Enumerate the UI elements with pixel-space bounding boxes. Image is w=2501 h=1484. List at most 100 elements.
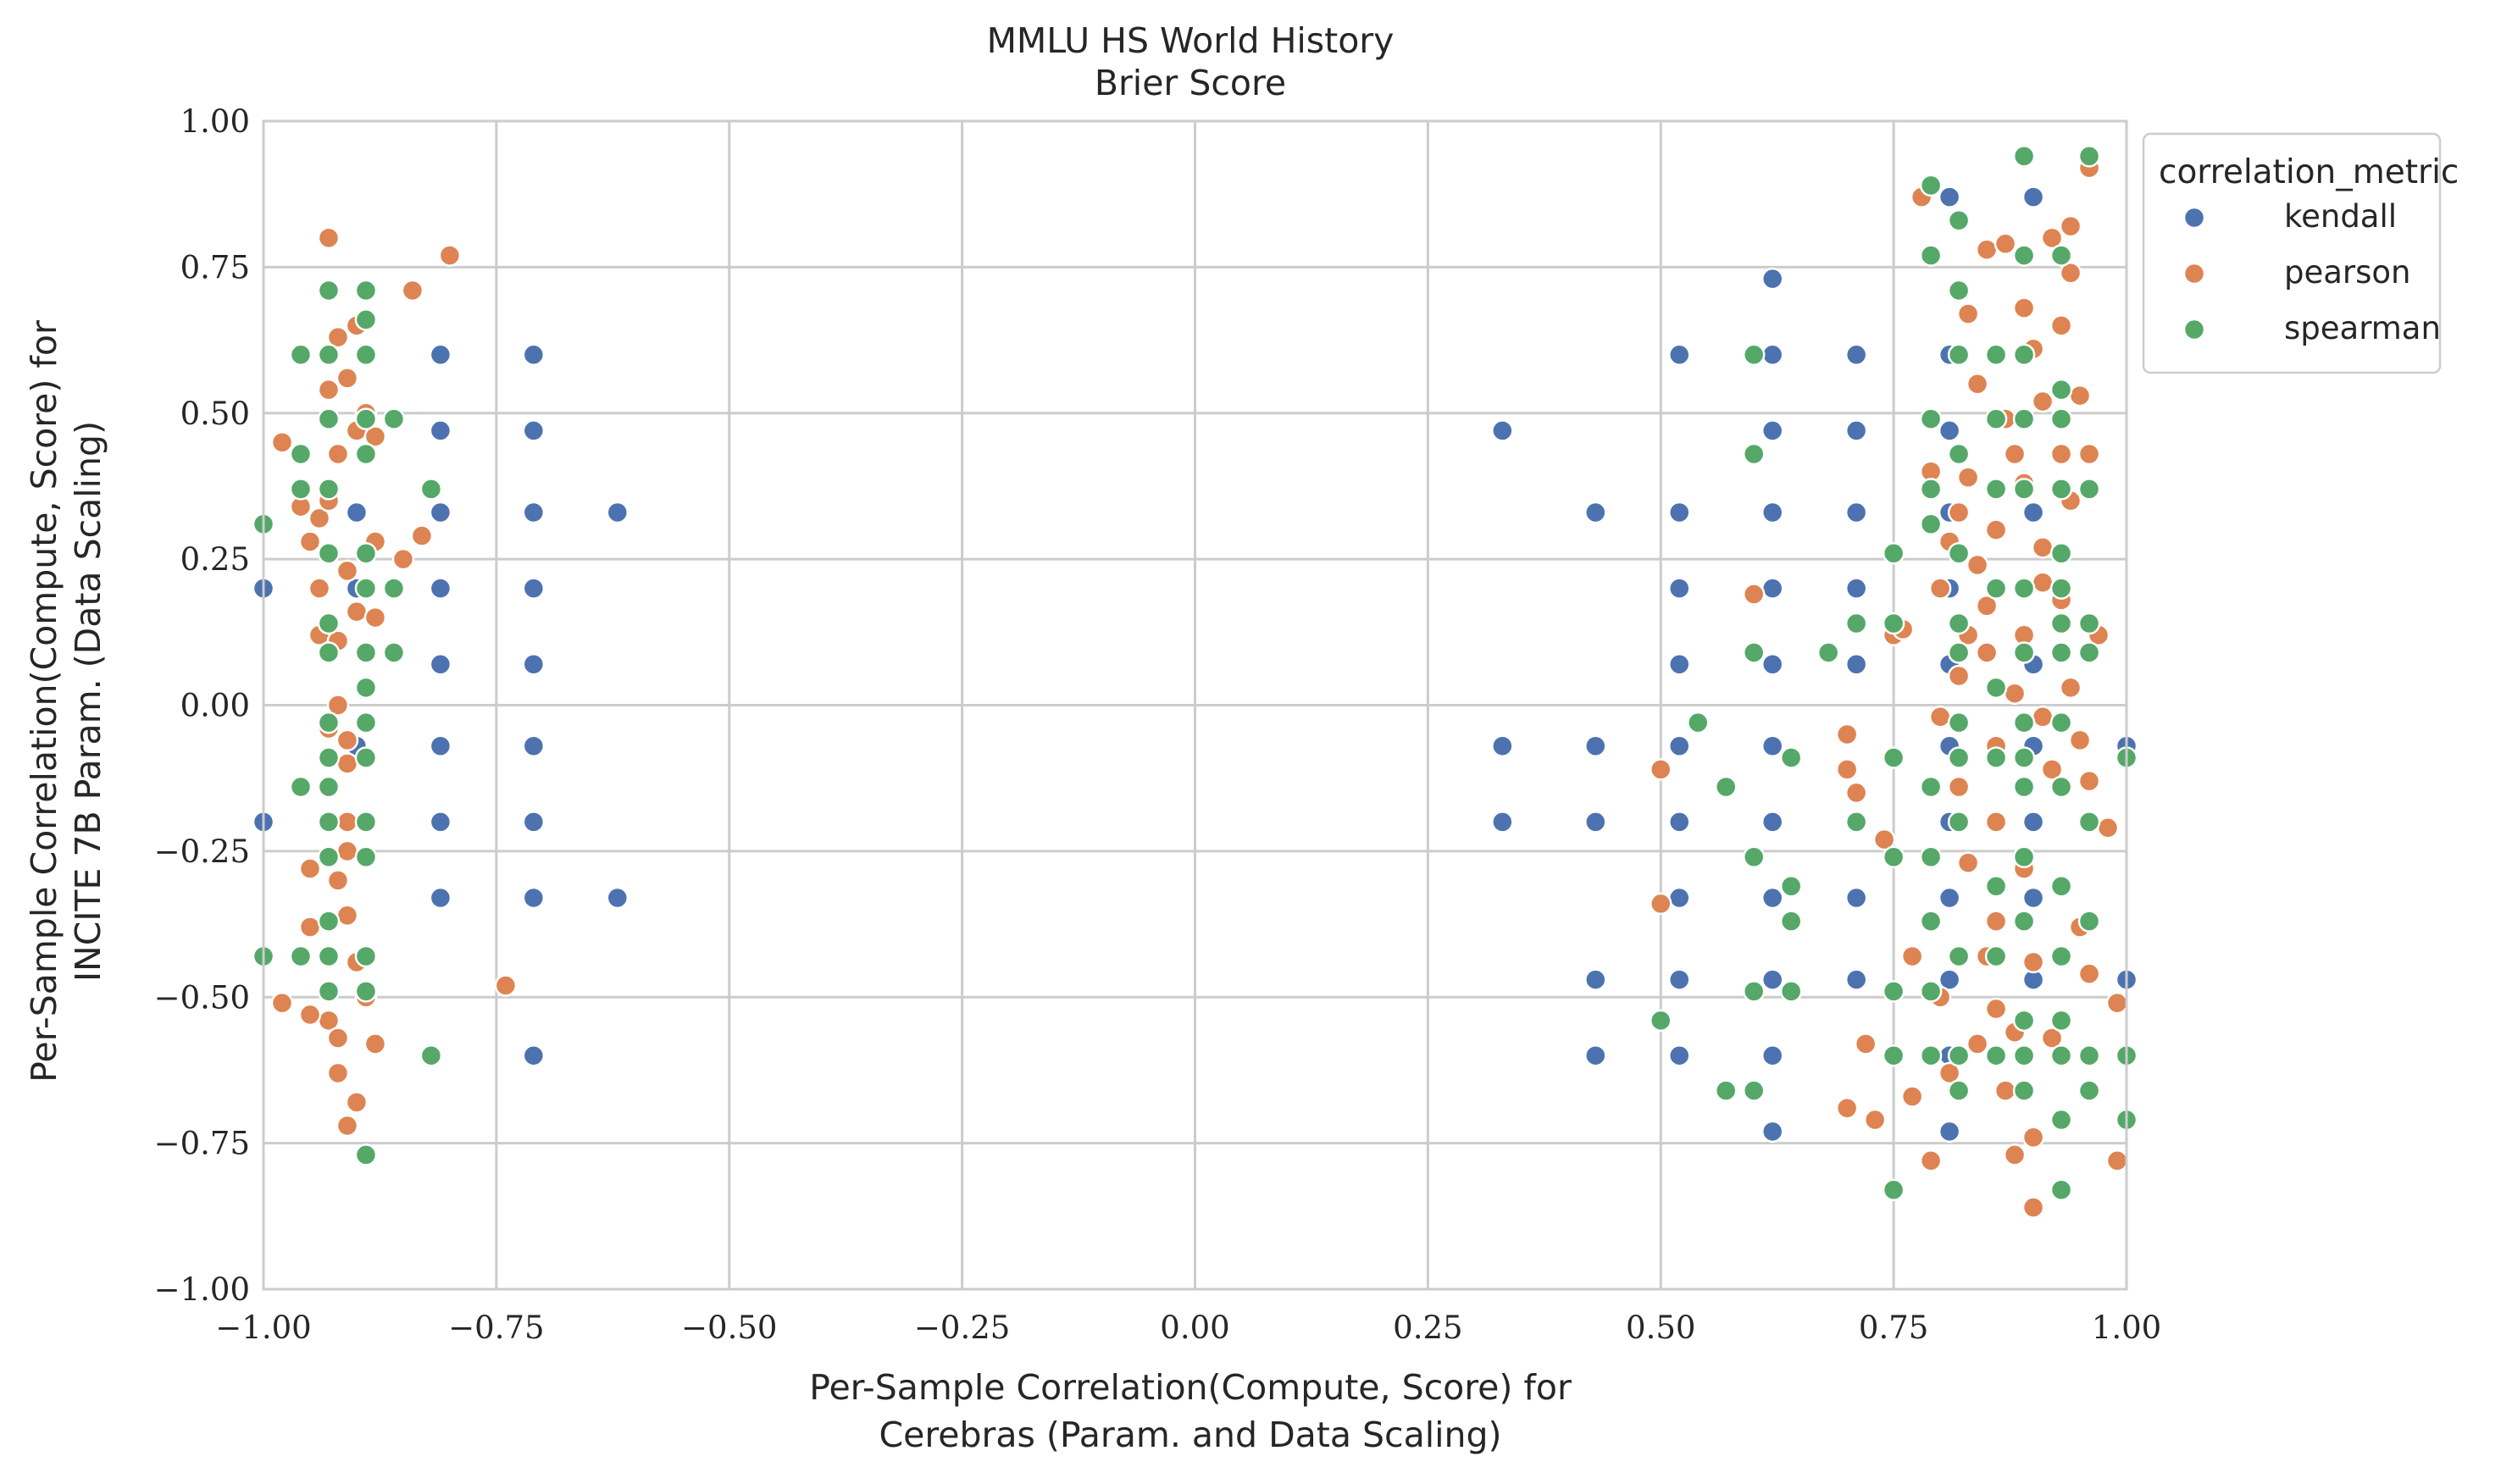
data-point-spearman (354, 308, 378, 331)
data-point-spearman (1919, 244, 1943, 267)
data-point-spearman (1984, 944, 2008, 968)
data-point-spearman (2012, 711, 2036, 734)
data-point-spearman (317, 910, 341, 933)
data-point-spearman (1984, 478, 2008, 501)
data-point-spearman (2012, 244, 2036, 267)
data-point-pearson (345, 1091, 369, 1114)
data-point-spearman (2012, 478, 2036, 501)
data-point-pearson (1835, 723, 1859, 746)
data-point-pearson (1966, 553, 1989, 577)
data-point-spearman (354, 541, 378, 565)
data-point-spearman (354, 407, 378, 430)
data-point-spearman (354, 343, 378, 367)
y-tick-label: −0.25 (154, 833, 250, 870)
data-point-spearman (354, 811, 378, 833)
data-point-spearman (354, 641, 378, 664)
data-point-spearman (2077, 145, 2101, 168)
data-point-kendall (1667, 734, 1691, 758)
data-point-spearman (1947, 1044, 1971, 1067)
data-point-kendall (522, 1044, 546, 1067)
data-point-pearson (1947, 664, 1971, 688)
data-point-pearson (391, 547, 415, 571)
data-point-spearman (1742, 1079, 1766, 1102)
data-point-kendall (1761, 1044, 1784, 1067)
data-point-pearson (326, 1061, 350, 1085)
data-point-spearman (2012, 577, 2036, 600)
data-point-pearson (363, 425, 387, 448)
data-point-spearman (1882, 612, 1905, 635)
data-point-spearman (354, 1143, 378, 1166)
data-point-spearman (2049, 478, 2073, 501)
data-point-spearman (1984, 874, 2008, 898)
data-point-kendall (522, 343, 546, 367)
data-point-pearson (1984, 997, 2008, 1021)
legend-label-pearson: pearson (2284, 254, 2411, 291)
legend-items: kendall pearson spearman (2182, 198, 2441, 346)
data-point-pearson (1928, 577, 1952, 600)
data-point-spearman (2012, 1079, 2036, 1102)
data-point-kendall (345, 501, 369, 524)
data-point-pearson (1975, 238, 1999, 261)
data-point-spearman (2049, 874, 2073, 898)
data-point-kendall (606, 886, 629, 910)
data-point-pearson (1900, 944, 1924, 968)
data-point-spearman (382, 641, 406, 664)
data-point-pearson (2049, 442, 2073, 466)
data-point-pearson (1650, 758, 1672, 781)
chart-subtitle: Brier Score (1095, 63, 1286, 103)
data-point-spearman (1919, 845, 1943, 869)
data-point-kendall (2021, 186, 2045, 208)
data-point-spearman (1984, 746, 2008, 769)
data-point-pearson (2031, 536, 2055, 559)
data-point-spearman (354, 746, 378, 769)
data-point-kendall (1667, 1044, 1691, 1067)
data-point-spearman (1742, 845, 1766, 869)
data-point-kendall (1667, 501, 1691, 524)
data-point-spearman (1919, 775, 1943, 799)
data-point-kendall (522, 886, 546, 910)
x-axis-ticks: −1.00 −0.75 −0.50 −0.25 0.00 0.25 0.50 0.75 1.00 (215, 1310, 2161, 1346)
data-point-spearman (382, 407, 406, 430)
data-point-spearman (2049, 407, 2073, 430)
data-point-kendall (1584, 501, 1607, 524)
data-point-spearman (2077, 612, 2101, 635)
data-point-spearman (2012, 845, 2036, 869)
data-point-kendall (1761, 419, 1784, 442)
data-point-spearman (2012, 145, 2036, 168)
y-tick-label: −0.75 (154, 1126, 250, 1162)
data-point-spearman (1947, 343, 1971, 367)
data-point-pearson (1947, 775, 1971, 799)
data-point-kendall (1938, 419, 1961, 442)
data-point-spearman (1919, 478, 1943, 501)
data-point-spearman (2012, 343, 2036, 367)
data-point-spearman (2012, 910, 2036, 933)
x-tick-label: −0.50 (681, 1310, 777, 1346)
data-point-spearman (317, 407, 341, 430)
data-point-spearman (382, 577, 406, 600)
data-point-spearman (1742, 980, 1766, 1003)
data-point-kendall (1844, 577, 1868, 600)
data-point-kendall (429, 734, 452, 758)
data-point-kendall (522, 577, 546, 600)
data-point-pearson (298, 530, 322, 553)
data-point-kendall (1761, 811, 1784, 833)
data-point-spearman (1947, 811, 1971, 833)
legend-label-kendall: kendall (2284, 198, 2397, 235)
data-point-spearman (1947, 944, 1971, 968)
data-point-spearman (2049, 577, 2073, 600)
y-tick-label: 1.00 (180, 103, 250, 140)
data-point-kendall (522, 419, 546, 442)
data-point-spearman (2077, 1044, 2101, 1067)
data-point-spearman (1779, 980, 1803, 1003)
data-point-kendall (1491, 419, 1514, 442)
data-point-spearman (1947, 279, 1971, 302)
legend-marker-pearson (2182, 262, 2206, 285)
y-tick-label: −1.00 (154, 1271, 250, 1308)
data-point-spearman (2049, 1009, 2073, 1033)
data-point-pearson (2040, 758, 2064, 781)
data-point-spearman (2049, 641, 2073, 664)
data-point-pearson (336, 811, 359, 833)
data-point-pearson (2012, 296, 2036, 319)
data-point-spearman (317, 612, 341, 635)
data-point-pearson (326, 325, 350, 349)
